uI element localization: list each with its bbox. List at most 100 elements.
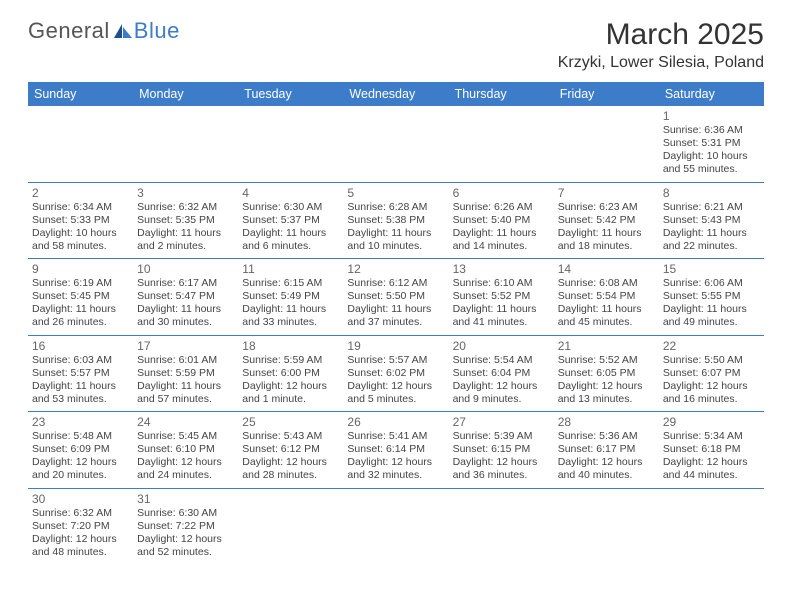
- day-header: Friday: [554, 82, 659, 106]
- calendar-cell: [449, 106, 554, 182]
- calendar-week-row: 30Sunrise: 6:32 AMSunset: 7:20 PMDayligh…: [28, 488, 764, 564]
- calendar-cell: 24Sunrise: 5:45 AMSunset: 6:10 PMDayligh…: [133, 412, 238, 489]
- calendar-cell: 2Sunrise: 6:34 AMSunset: 5:33 PMDaylight…: [28, 182, 133, 259]
- calendar-table: Sunday Monday Tuesday Wednesday Thursday…: [28, 82, 764, 564]
- calendar-cell: 8Sunrise: 6:21 AMSunset: 5:43 PMDaylight…: [659, 182, 764, 259]
- calendar-cell: 30Sunrise: 6:32 AMSunset: 7:20 PMDayligh…: [28, 488, 133, 564]
- logo-text-1: General: [28, 18, 110, 44]
- header: General Blue March 2025 Krzyki, Lower Si…: [28, 18, 764, 72]
- cell-text: Sunrise: 6:30 AM: [242, 201, 339, 214]
- day-header: Sunday: [28, 82, 133, 106]
- cell-text: Sunrise: 6:30 AM: [137, 507, 234, 520]
- calendar-cell: 3Sunrise: 6:32 AMSunset: 5:35 PMDaylight…: [133, 182, 238, 259]
- cell-text: Daylight: 11 hours: [663, 227, 760, 240]
- cell-text: Sunset: 5:52 PM: [453, 290, 550, 303]
- cell-text: Sunset: 6:07 PM: [663, 367, 760, 380]
- calendar-cell: 19Sunrise: 5:57 AMSunset: 6:02 PMDayligh…: [343, 335, 448, 412]
- cell-text: and 28 minutes.: [242, 469, 339, 482]
- cell-text: Sunrise: 6:12 AM: [347, 277, 444, 290]
- cell-text: and 32 minutes.: [347, 469, 444, 482]
- cell-text: Sunset: 5:55 PM: [663, 290, 760, 303]
- day-header: Wednesday: [343, 82, 448, 106]
- cell-text: Sunset: 6:17 PM: [558, 443, 655, 456]
- cell-text: and 44 minutes.: [663, 469, 760, 482]
- cell-text: Sunrise: 5:54 AM: [453, 354, 550, 367]
- cell-text: Sunset: 5:31 PM: [663, 137, 760, 150]
- calendar-cell: 13Sunrise: 6:10 AMSunset: 5:52 PMDayligh…: [449, 259, 554, 336]
- day-number: 30: [32, 492, 129, 506]
- day-number: 19: [347, 339, 444, 353]
- cell-text: Sunrise: 5:34 AM: [663, 430, 760, 443]
- cell-text: Daylight: 11 hours: [453, 303, 550, 316]
- cell-text: Daylight: 11 hours: [242, 303, 339, 316]
- day-number: 26: [347, 415, 444, 429]
- cell-text: and 45 minutes.: [558, 316, 655, 329]
- cell-text: Sunrise: 5:48 AM: [32, 430, 129, 443]
- cell-text: Sunrise: 6:36 AM: [663, 124, 760, 137]
- logo: General Blue: [28, 18, 180, 44]
- calendar-cell: 11Sunrise: 6:15 AMSunset: 5:49 PMDayligh…: [238, 259, 343, 336]
- cell-text: Daylight: 11 hours: [453, 227, 550, 240]
- calendar-cell: 7Sunrise: 6:23 AMSunset: 5:42 PMDaylight…: [554, 182, 659, 259]
- cell-text: Sunrise: 6:26 AM: [453, 201, 550, 214]
- day-number: 27: [453, 415, 550, 429]
- cell-text: Daylight: 11 hours: [558, 303, 655, 316]
- cell-text: Daylight: 11 hours: [558, 227, 655, 240]
- cell-text: Daylight: 11 hours: [242, 227, 339, 240]
- cell-text: and 52 minutes.: [137, 546, 234, 559]
- calendar-cell: 17Sunrise: 6:01 AMSunset: 5:59 PMDayligh…: [133, 335, 238, 412]
- cell-text: and 6 minutes.: [242, 240, 339, 253]
- cell-text: Sunset: 5:59 PM: [137, 367, 234, 380]
- calendar-cell: [133, 106, 238, 182]
- cell-text: Daylight: 11 hours: [137, 380, 234, 393]
- cell-text: and 5 minutes.: [347, 393, 444, 406]
- cell-text: and 16 minutes.: [663, 393, 760, 406]
- cell-text: Sunset: 6:10 PM: [137, 443, 234, 456]
- calendar-cell: [659, 488, 764, 564]
- day-number: 18: [242, 339, 339, 353]
- cell-text: Sunrise: 6:23 AM: [558, 201, 655, 214]
- calendar-week-row: 23Sunrise: 5:48 AMSunset: 6:09 PMDayligh…: [28, 412, 764, 489]
- calendar-cell: 16Sunrise: 6:03 AMSunset: 5:57 PMDayligh…: [28, 335, 133, 412]
- cell-text: Sunrise: 5:52 AM: [558, 354, 655, 367]
- cell-text: Sunrise: 6:17 AM: [137, 277, 234, 290]
- cell-text: and 1 minute.: [242, 393, 339, 406]
- cell-text: Daylight: 10 hours: [32, 227, 129, 240]
- cell-text: Daylight: 12 hours: [347, 380, 444, 393]
- day-number: 8: [663, 186, 760, 200]
- cell-text: Sunset: 5:45 PM: [32, 290, 129, 303]
- cell-text: Sunset: 5:57 PM: [32, 367, 129, 380]
- calendar-week-row: 1Sunrise: 6:36 AMSunset: 5:31 PMDaylight…: [28, 106, 764, 182]
- day-number: 5: [347, 186, 444, 200]
- cell-text: Sunrise: 5:57 AM: [347, 354, 444, 367]
- cell-text: and 9 minutes.: [453, 393, 550, 406]
- calendar-week-row: 9Sunrise: 6:19 AMSunset: 5:45 PMDaylight…: [28, 259, 764, 336]
- cell-text: Daylight: 12 hours: [558, 380, 655, 393]
- day-number: 21: [558, 339, 655, 353]
- cell-text: Sunset: 6:00 PM: [242, 367, 339, 380]
- day-number: 23: [32, 415, 129, 429]
- cell-text: Sunset: 5:38 PM: [347, 214, 444, 227]
- cell-text: and 24 minutes.: [137, 469, 234, 482]
- location-subtitle: Krzyki, Lower Silesia, Poland: [558, 54, 764, 72]
- cell-text: Sunrise: 5:45 AM: [137, 430, 234, 443]
- cell-text: Sunrise: 6:32 AM: [137, 201, 234, 214]
- cell-text: Sunrise: 6:28 AM: [347, 201, 444, 214]
- cell-text: Sunset: 5:33 PM: [32, 214, 129, 227]
- cell-text: Daylight: 11 hours: [347, 227, 444, 240]
- cell-text: and 26 minutes.: [32, 316, 129, 329]
- cell-text: Sunrise: 6:19 AM: [32, 277, 129, 290]
- calendar-cell: 29Sunrise: 5:34 AMSunset: 6:18 PMDayligh…: [659, 412, 764, 489]
- cell-text: Sunrise: 6:32 AM: [32, 507, 129, 520]
- cell-text: and 58 minutes.: [32, 240, 129, 253]
- calendar-cell: 20Sunrise: 5:54 AMSunset: 6:04 PMDayligh…: [449, 335, 554, 412]
- day-number: 12: [347, 262, 444, 276]
- cell-text: Sunset: 5:47 PM: [137, 290, 234, 303]
- calendar-cell: 15Sunrise: 6:06 AMSunset: 5:55 PMDayligh…: [659, 259, 764, 336]
- calendar-cell: [449, 488, 554, 564]
- calendar-cell: 10Sunrise: 6:17 AMSunset: 5:47 PMDayligh…: [133, 259, 238, 336]
- calendar-cell: 1Sunrise: 6:36 AMSunset: 5:31 PMDaylight…: [659, 106, 764, 182]
- cell-text: Daylight: 12 hours: [242, 456, 339, 469]
- cell-text: Daylight: 12 hours: [32, 533, 129, 546]
- cell-text: and 10 minutes.: [347, 240, 444, 253]
